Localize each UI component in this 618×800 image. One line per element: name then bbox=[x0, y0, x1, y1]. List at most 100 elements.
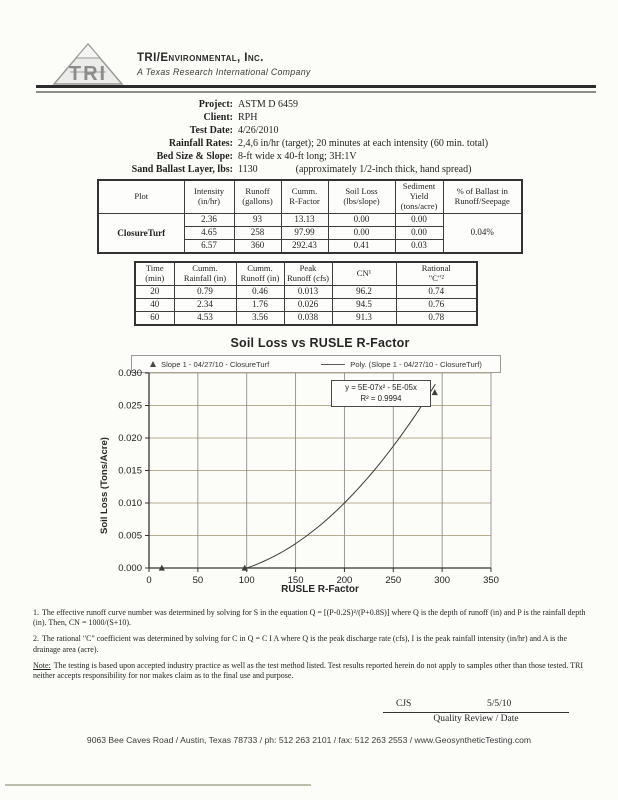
footnote-text: The rational "C" coefficient was determi… bbox=[33, 634, 568, 654]
table-cell: 94.5 bbox=[331, 297, 397, 312]
info-label: Test Date: bbox=[189, 125, 233, 136]
table-cell: 0.46 bbox=[235, 284, 285, 299]
x-axis-label: RUSLE R-Factor bbox=[281, 584, 359, 595]
runoff-table: Time (min) Cumm. Rainfall (in) Cumm. Run… bbox=[134, 261, 478, 326]
legend-label: Slope 1 - 04/27/10 - ClosureTurf bbox=[161, 359, 270, 369]
table-cell: 3.56 bbox=[235, 310, 285, 326]
table-cell: 96.2 bbox=[331, 284, 397, 299]
trendline-marker-icon bbox=[321, 363, 346, 365]
signature-line bbox=[383, 712, 569, 713]
footnote-2: 2. The rational "C" coefficient was deter… bbox=[33, 634, 591, 655]
table-row: 6.57 360 292.43 0.41 0.03 bbox=[98, 238, 522, 254]
ballast-table: Plot Intensity (in/hr) Runoff (gallons) … bbox=[97, 179, 523, 254]
signature-date: 5/5/10 bbox=[487, 699, 512, 709]
chart-plot: 0.000 0.005 0.010 0.015 0.020 0.025 0.030 0 50 10… bbox=[118, 368, 499, 586]
svg-text:0.025: 0.025 bbox=[118, 401, 142, 412]
legend-label: Poly. (Slope 1 - 04/27/10 - ClosureTurf) bbox=[350, 359, 482, 369]
table-cell: 20 bbox=[134, 284, 175, 299]
col-header-cumm-runoff: Cumm. Runoff (in) bbox=[235, 261, 285, 286]
svg-text:0.005: 0.005 bbox=[118, 531, 142, 542]
col-header-sediment-yield: Sediment Yield (tons/acre) bbox=[394, 179, 444, 214]
equation-line: y = 5E-07x² - 5E-05x bbox=[345, 383, 417, 392]
svg-text:0.030: 0.030 bbox=[118, 368, 142, 379]
info-row-sand-ballast: Sand Ballast Layer, lbs: 1130 (approxima… bbox=[30, 163, 590, 176]
header-rule-thick bbox=[36, 85, 596, 88]
signature-caption: Quality Review / Date bbox=[433, 714, 519, 724]
table-cell: 0.79 bbox=[173, 284, 237, 299]
svg-text:0.000: 0.000 bbox=[118, 563, 142, 574]
svg-text:0.015: 0.015 bbox=[118, 466, 142, 477]
footnote-text: The testing is based upon accepted indus… bbox=[33, 660, 584, 680]
info-row-rainfall-rates: Rainfall Rates: 2,4,6 in/hr (target); 20… bbox=[30, 137, 590, 150]
col-header-time: Time (min) bbox=[134, 261, 175, 286]
table-cell: 97.99 bbox=[280, 225, 329, 240]
info-label: Bed Size & Slope: bbox=[156, 151, 233, 162]
svg-text:250: 250 bbox=[385, 575, 401, 586]
table-cell: 4.65 bbox=[183, 225, 235, 240]
svg-text:0.020: 0.020 bbox=[118, 433, 142, 444]
table-header-row: Plot Intensity (in/hr) Runoff (gallons) … bbox=[97, 179, 523, 214]
table-cell: 2.36 bbox=[183, 212, 235, 227]
table-cell: 91.3 bbox=[331, 310, 397, 326]
footnote-prefix: Note: bbox=[33, 660, 51, 670]
table-cell: 40 bbox=[134, 297, 175, 312]
chart-legend: Slope 1 - 04/27/10 - ClosureTurf Poly. (… bbox=[131, 355, 501, 373]
table-cell: 0.78 bbox=[395, 310, 478, 326]
info-value: 4/26/2010 bbox=[238, 125, 279, 136]
table-cell: 292.43 bbox=[280, 238, 329, 254]
col-header-cumm-rainfall: Cumm. Rainfall (in) bbox=[173, 261, 237, 286]
info-value: 2,4,6 in/hr (target); 20 minutes at each… bbox=[238, 138, 489, 149]
table-cell: 0.026 bbox=[283, 297, 333, 312]
table-row: ClosureTurf 2.36 93 13.13 0.00 0.00 0.04… bbox=[97, 212, 523, 254]
col-header-soil-loss: Soil Loss (lbs/slope) bbox=[327, 179, 396, 214]
col-header-intensity: Intensity (in/hr) bbox=[183, 179, 235, 214]
table-cell: 0.76 bbox=[395, 297, 478, 312]
plot-name-cell: ClosureTurf bbox=[97, 212, 185, 254]
table-cell: 0.00 bbox=[394, 225, 444, 240]
table-cell: 13.13 bbox=[280, 212, 329, 227]
footer-address: 9063 Bee Caves Road / Austin, Texas 7873… bbox=[86, 735, 532, 745]
svg-text:TRI: TRI bbox=[69, 63, 107, 85]
y-axis-label: Soil Loss (Tons/Acre) bbox=[99, 437, 110, 535]
svg-text:50: 50 bbox=[193, 575, 204, 586]
table-cell: 0.00 bbox=[394, 212, 444, 227]
info-value: RPH bbox=[238, 112, 258, 123]
svg-text:150: 150 bbox=[288, 575, 304, 586]
info-label: Sand Ballast Layer, lbs: bbox=[131, 164, 233, 175]
triangle-marker-icon bbox=[150, 361, 157, 367]
table-cell: 0.74 bbox=[395, 284, 478, 299]
table-cell: 0.41 bbox=[327, 238, 396, 254]
table-row: 40 2.34 1.76 0.026 94.5 0.76 bbox=[134, 297, 478, 312]
svg-text:300: 300 bbox=[434, 575, 450, 586]
col-header-ballast-pct: % of Ballast in Runoff/Seepage bbox=[442, 179, 523, 214]
company-name: TRI/Environmental, Inc. bbox=[137, 52, 264, 64]
info-label: Client: bbox=[203, 112, 233, 123]
ballast-pct-cell: 0.04% bbox=[442, 212, 523, 254]
table-cell: 0.00 bbox=[327, 212, 396, 227]
table-cell: 4.53 bbox=[173, 310, 237, 326]
r-squared-line: R² = 0.9994 bbox=[360, 394, 402, 404]
col-header-rfactor: Cumm. R-Factor bbox=[280, 179, 329, 214]
table-row: 20 0.79 0.46 0.013 96.2 0.74 bbox=[134, 284, 478, 299]
table-cell: 360 bbox=[233, 238, 282, 254]
table-cell: 6.57 bbox=[183, 238, 235, 254]
header-rule-thin bbox=[36, 91, 596, 93]
signature-initials: CJS bbox=[396, 699, 412, 709]
table-cell: 0.013 bbox=[283, 284, 333, 299]
table-header-row: Time (min) Cumm. Rainfall (in) Cumm. Run… bbox=[134, 261, 478, 286]
info-value: ASTM D 6459 bbox=[238, 99, 299, 110]
col-header-runoff: Runoff (gallons) bbox=[233, 179, 282, 214]
table-cell: 1.76 bbox=[235, 297, 285, 312]
project-info: Project: ASTM D 6459 Client: RPH Test Da… bbox=[30, 98, 590, 176]
info-row-client: Client: RPH bbox=[30, 111, 590, 124]
footnote-prefix: 2. bbox=[33, 634, 39, 644]
info-label: Rainfall Rates: bbox=[168, 138, 233, 149]
ballast-note: (approximately 1/2-inch thick, hand spre… bbox=[295, 164, 472, 175]
col-header-cn: CN¹ bbox=[331, 261, 397, 286]
svg-text:350: 350 bbox=[483, 575, 499, 586]
table-cell: 60 bbox=[134, 310, 175, 326]
footnote-text: The effective runoff curve number was de… bbox=[33, 608, 586, 628]
svg-text:100: 100 bbox=[239, 575, 255, 586]
info-row-bed-size: Bed Size & Slope: 8-ft wide x 40-ft long… bbox=[30, 150, 590, 163]
table-row: 60 4.53 3.56 0.038 91.3 0.78 bbox=[134, 310, 478, 326]
